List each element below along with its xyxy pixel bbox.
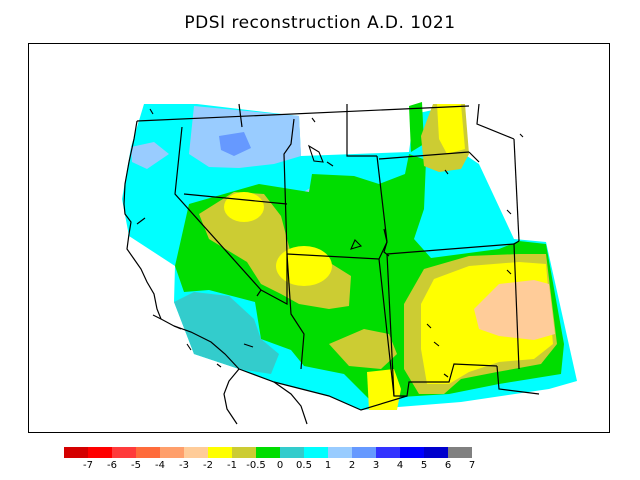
state-boundaries: [136, 103, 540, 397]
colorbar-swatch: [376, 447, 400, 458]
colorbar-tick-label: 0: [276, 460, 284, 471]
pdsi-olive-south: [329, 329, 397, 369]
colorbar-tick-label: 1: [324, 460, 332, 471]
map-frame: [28, 43, 610, 433]
pdsi-yellow-nevada: [224, 192, 264, 222]
colorbar-swatch: [232, 447, 256, 458]
colorbar-tick-label: 5: [420, 460, 428, 471]
colorbar-swatch: [448, 447, 472, 458]
colorbar-tick-label: -2: [203, 460, 213, 471]
colorbar-swatch: [256, 447, 280, 458]
colorbar-swatch: [400, 447, 424, 458]
colorbar-swatch: [208, 447, 232, 458]
pdsi-blue-spot: [219, 132, 251, 156]
colorbar-swatch: [352, 447, 376, 458]
colorbar-tick-label: 3: [372, 460, 380, 471]
colorbar-swatch: [184, 447, 208, 458]
pdsi-yellow-utah: [276, 246, 332, 286]
colorbar-swatch: [328, 447, 352, 458]
islands-and-lakes: [136, 108, 524, 378]
colorbar-tick-label: -0.5: [246, 460, 266, 471]
colorbar-swatch: [280, 447, 304, 458]
pdsi-cyan-coast: [174, 292, 279, 374]
colorbar-tick-label: -1: [227, 460, 237, 471]
colorbar-tick-label: 6: [444, 460, 452, 471]
colorbar-swatch: [112, 447, 136, 458]
pdsi-green-north: [409, 102, 424, 152]
colorbar-tick-label: 7: [468, 460, 476, 471]
colorbar-swatch: [136, 447, 160, 458]
colorbar-swatch: [64, 447, 88, 458]
pdsi-yellow-sw: [367, 369, 401, 410]
pdsi-peach-east: [474, 280, 555, 340]
coastline: [123, 120, 408, 425]
colorbar-tick-label: 4: [396, 460, 404, 471]
colorbar-swatch: [160, 447, 184, 458]
colorbar-tick-label: 2: [348, 460, 356, 471]
colorbar-tick-label: -7: [83, 460, 93, 471]
colorbar-swatch: [424, 447, 448, 458]
colorbar-tick-label: -5: [131, 460, 141, 471]
pdsi-map: [122, 102, 577, 425]
colorbar: [64, 447, 472, 458]
colorbar-swatch: [88, 447, 112, 458]
colorbar-tick-labels: -7 -6 -5 -4 -3 -2 -1 -0.5 0 0.5 1 2 3 4 5 6 7: [64, 460, 592, 474]
pdsi-light-blue-coast: [131, 142, 169, 169]
colorbar-tick-label: -4: [155, 460, 165, 471]
colorbar-tick-label: -6: [107, 460, 117, 471]
colorbar-swatch: [304, 447, 328, 458]
map-title: PDSI reconstruction A.D. 1021: [184, 13, 456, 33]
colorbar-tick-label: -3: [179, 460, 189, 471]
colorbar-tick-label: 0.5: [296, 460, 312, 471]
pdsi-yellow-north: [437, 104, 465, 154]
